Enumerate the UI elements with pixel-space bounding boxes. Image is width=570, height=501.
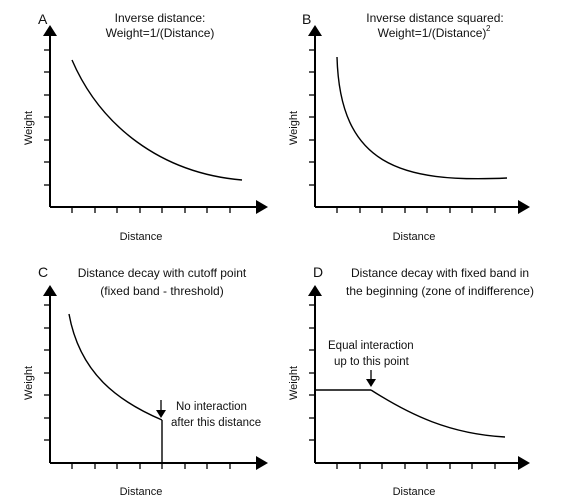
panel-c: C Distance decay with cutoff point (fixe… <box>23 264 268 498</box>
panel-c-curve <box>68 313 163 421</box>
panel-c-x-arrowhead <box>256 456 268 470</box>
panel-d-letter: D <box>313 264 323 280</box>
panel-b-y-arrowhead <box>308 25 322 36</box>
panel-d-title-line-2: the beginning (zone of indifference) <box>346 284 534 298</box>
panel-d-annotation-line-2: up to this point <box>334 356 410 368</box>
panel-b-title-superscript: 2 <box>486 24 491 33</box>
panel-b-title-line-2: Weight=1/(Distance) <box>378 26 487 40</box>
panel-d-title-line-1: Distance decay with fixed band in <box>351 266 529 280</box>
panel-c-y-arrowhead <box>43 285 57 296</box>
panel-a-y-ticks <box>44 49 50 186</box>
panel-b-title-line-1: Inverse distance squared: <box>366 11 503 25</box>
panel-a-x-ticks <box>71 207 231 213</box>
panel-a-x-label: Distance <box>120 231 163 243</box>
panel-c-letter: C <box>38 264 48 280</box>
panel-d-x-ticks <box>336 463 496 469</box>
panel-b-x-ticks <box>336 207 496 213</box>
panel-c-annotation-line-2: after this distance <box>171 417 261 429</box>
panel-a-x-arrowhead <box>256 200 268 214</box>
panel-c-title-line-2: (fixed band - threshold) <box>100 284 223 298</box>
panel-d-y-ticks <box>309 304 315 441</box>
panel-b-x-label: Distance <box>393 231 436 243</box>
panel-c-x-ticks <box>71 463 231 469</box>
panel-d-y-label: Weight <box>288 366 300 400</box>
panel-a-title-line-1: Inverse distance: <box>115 11 206 25</box>
panel-d-y-arrowhead <box>308 285 322 296</box>
panel-a: A Inverse distance: Weight=1/(Distance) <box>23 11 268 243</box>
panel-b-x-arrowhead <box>518 200 530 214</box>
panel-d-annotation-line-1: Equal interaction <box>328 340 414 352</box>
panel-d-annotation-arrowhead <box>366 379 376 387</box>
panel-a-letter: A <box>38 11 48 27</box>
panel-a-y-arrowhead <box>43 25 57 36</box>
panel-b: B Inverse distance squared: Weight=1/(Di… <box>288 11 530 243</box>
panel-d-curve <box>370 389 506 438</box>
panel-c-annotation-arrowhead <box>156 410 166 418</box>
panel-a-title-line-2: Weight=1/(Distance) <box>106 26 215 40</box>
panel-d: D Distance decay with fixed band in the … <box>288 264 534 498</box>
panel-d-x-arrowhead <box>518 456 530 470</box>
panel-b-letter: B <box>302 11 311 27</box>
panel-c-y-ticks <box>44 304 50 441</box>
panel-c-title-line-1: Distance decay with cutoff point <box>78 266 247 280</box>
panel-b-curve <box>336 56 508 180</box>
panel-d-x-label: Distance <box>393 486 436 498</box>
panel-b-y-label: Weight <box>288 111 300 145</box>
panel-a-y-label: Weight <box>23 111 35 145</box>
panel-b-y-ticks <box>309 49 315 186</box>
panel-c-y-label: Weight <box>23 366 35 400</box>
panel-c-x-label: Distance <box>120 486 163 498</box>
panel-a-curve <box>71 59 243 181</box>
panel-c-annotation-line-1: No interaction <box>176 401 247 413</box>
